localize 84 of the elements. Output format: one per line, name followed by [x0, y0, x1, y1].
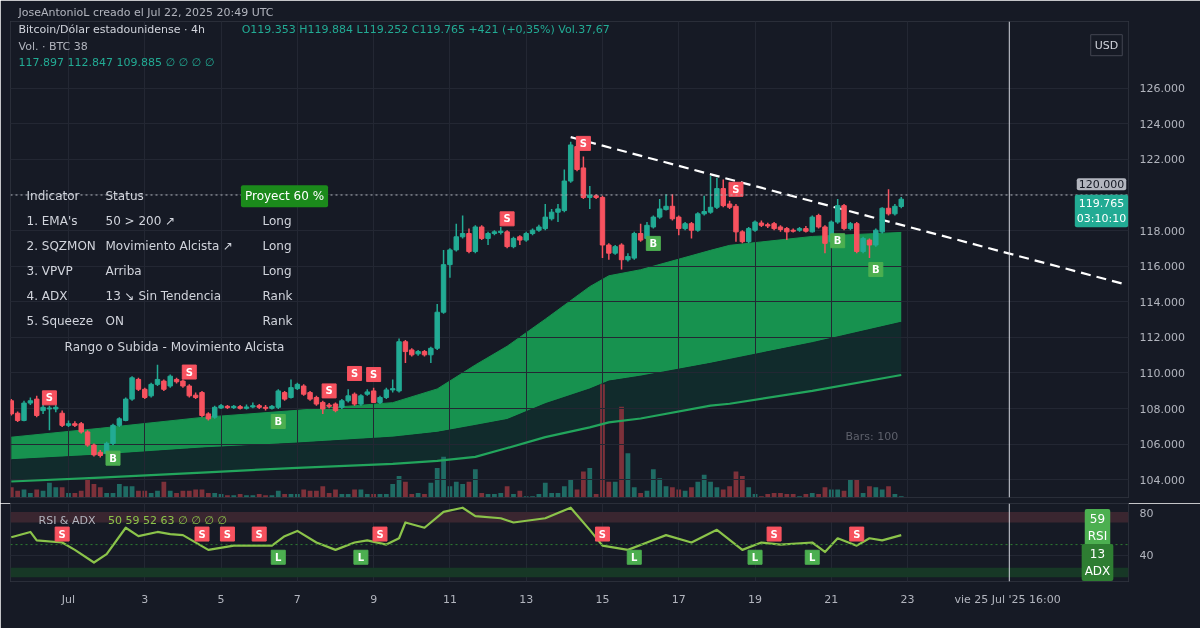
x-tick-label: 19: [748, 592, 763, 606]
data-label: S: [223, 528, 232, 540]
y-axis-title: USD: [1094, 38, 1119, 52]
text: 50 59 52 63 ∅ ∅ ∅ ∅: [108, 514, 227, 527]
data-label: S: [255, 528, 263, 540]
annotation: Movimiento Alcista ↗: [105, 239, 234, 254]
data-label: B: [872, 264, 880, 276]
annotation: Rank: [262, 313, 293, 328]
data-label: L: [357, 551, 365, 563]
annotation: 50 > 200 ↗: [105, 214, 176, 229]
annotation: Long: [262, 214, 292, 229]
annotation: Arriba: [105, 263, 142, 278]
annotation: Long: [262, 239, 292, 254]
data-label: B: [109, 452, 117, 464]
data-label: B: [649, 237, 658, 249]
data-label: S: [58, 528, 66, 540]
annotation: 2. SQZMON: [26, 239, 96, 254]
text: RSI & ADX: [38, 514, 96, 527]
x-tick-label: 13: [519, 592, 534, 606]
data-label: S: [325, 385, 333, 397]
ref-line-label: vie 25 Jul '25 16:00: [954, 592, 1061, 606]
y-tick-label: 110.000: [1139, 366, 1185, 380]
data-label: S: [579, 137, 588, 149]
data-label: S: [185, 366, 193, 378]
chart-title: Bitcoin/Dólar estadounidense · 4h: [18, 22, 205, 36]
y-tick-label: 114.000: [1139, 295, 1185, 309]
data-label: L: [631, 551, 639, 563]
data-label: S: [598, 528, 607, 540]
data-label: L: [275, 551, 283, 563]
y-tick-label: 106.000: [1139, 438, 1185, 452]
x-tick-label: Jul: [60, 592, 76, 606]
text: JoseAntonioL creado el Jul 22, 2025 20:49 UTC: [17, 5, 274, 19]
y-tick-label: 40: [1139, 549, 1154, 563]
annotation: 13 ADX: [1084, 547, 1111, 578]
annotation: 4. ADX: [26, 288, 68, 303]
data-label: S: [853, 528, 861, 540]
annotation: Indicator: [26, 189, 80, 204]
annotation: Vol. · BTC 38: [18, 39, 88, 53]
annotation: Rango o Subida - Movimiento Alcista: [64, 339, 285, 354]
annotation: 1. EMA's: [26, 214, 78, 229]
x-tick-label: 5: [217, 592, 225, 606]
x-tick-label: 23: [900, 592, 915, 606]
x-tick-label: 3: [141, 592, 149, 606]
y-tick-label: 126.000: [1139, 82, 1185, 96]
annotation: 119.765 03:10:10: [1076, 196, 1127, 226]
data-label: S: [376, 528, 384, 540]
x-tick-label: 9: [370, 592, 378, 606]
ref-line-label: 120.000: [1078, 178, 1125, 192]
annotation: ON: [105, 313, 124, 328]
y-tick-label: 104.000: [1139, 473, 1185, 487]
y-tick-label: 124.000: [1139, 117, 1185, 131]
annotation: Proyect 60 %: [244, 189, 325, 204]
annotation: Rank: [262, 288, 293, 303]
data-label: B: [274, 416, 283, 428]
x-tick-label: 15: [595, 592, 610, 606]
y-tick-label: 116.000: [1139, 260, 1185, 274]
data-label: S: [370, 369, 378, 381]
chart-subtitle: O119.353 H119.884 L119.252 C119.765 +421 (+0,35%) Vol.37,67: [241, 22, 610, 36]
y-tick-label: 118.000: [1139, 224, 1185, 238]
annotation: 117.897 112.847 109.885 ∅ ∅ ∅ ∅: [18, 56, 215, 70]
x-tick-label: 21: [824, 592, 839, 606]
data-label: S: [45, 392, 54, 404]
y-tick-label: 108.000: [1139, 402, 1185, 416]
annotation: Long: [262, 263, 292, 278]
x-tick-label: 7: [293, 592, 301, 606]
data-label: S: [198, 528, 206, 540]
data-label: B: [833, 235, 842, 247]
data-label: S: [770, 528, 778, 540]
annotation: 5. Squeeze: [26, 313, 94, 328]
data-label: S: [503, 213, 511, 225]
annotation: Bars: 100: [845, 429, 899, 443]
y-tick-label: 112.000: [1139, 331, 1185, 345]
annotation: Status: [105, 189, 144, 204]
annotation: 59 RSI: [1087, 512, 1108, 543]
y-tick-label: 122.000: [1139, 153, 1185, 167]
x-tick-label: 11: [442, 592, 457, 606]
annotation: 13 ↘ Sin Tendencia: [105, 288, 221, 303]
x-tick-label: 17: [671, 592, 686, 606]
data-label: L: [809, 551, 817, 563]
annotation: 3. VPVP: [26, 263, 73, 278]
data-label: S: [732, 183, 740, 195]
data-label: S: [350, 367, 359, 379]
y-tick-label: 80: [1139, 506, 1154, 520]
data-label: L: [751, 551, 759, 563]
